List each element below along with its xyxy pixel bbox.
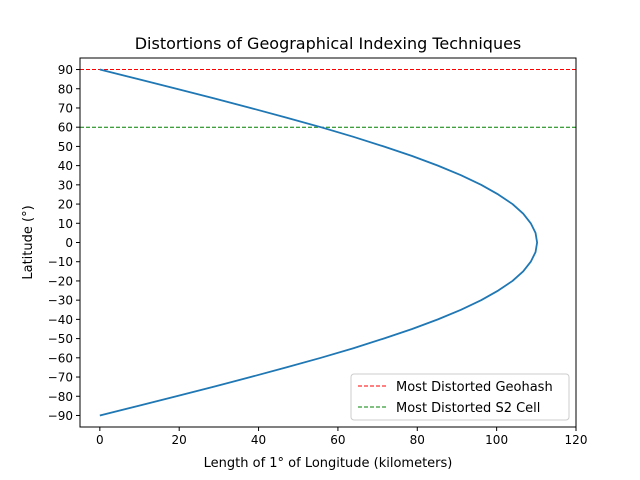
legend: Most Distorted Geohash Most Distorted S2…	[350, 373, 570, 421]
y-tick-label: −40	[48, 313, 73, 327]
y-axis-label: Latitude (°)	[21, 205, 36, 279]
ticks: 0 20 40 60 80 100 120−90−80−70−60−50−40−30−20−…	[48, 63, 588, 447]
y-tick-label: 20	[58, 198, 73, 212]
legend-label-geohash: Most Distorted Geohash	[396, 380, 553, 395]
longitude-length-line	[99, 68, 539, 417]
x-tick-label: 60	[330, 433, 345, 447]
y-tick-label: 80	[58, 82, 73, 96]
y-tick-label: −10	[48, 255, 73, 269]
x-tick-label: 100	[485, 433, 508, 447]
y-tick-label: −90	[48, 409, 73, 423]
y-tick-label: −80	[48, 390, 73, 404]
x-tick-label: 40	[251, 433, 266, 447]
y-tick-label: −60	[48, 351, 73, 365]
chart-title: Distortions of Geographical Indexing Tec…	[135, 34, 522, 53]
y-tick-label: 50	[58, 140, 73, 154]
y-tick-label: −70	[48, 371, 73, 385]
x-tick-label: 20	[172, 433, 187, 447]
x-tick-label: 120	[565, 433, 588, 447]
y-tick-label: −20	[48, 274, 73, 288]
legend-label-s2-cell: Most Distorted S2 Cell	[396, 401, 540, 416]
axes-frame	[79, 57, 577, 428]
legend-box	[350, 373, 570, 421]
y-tick-label: 10	[58, 217, 73, 231]
y-tick-label: 40	[58, 159, 73, 173]
y-tick-label: 70	[58, 101, 73, 115]
series-layer	[80, 68, 576, 417]
x-axis-label: Length of 1° of Longitude (kilometers)	[204, 456, 453, 471]
y-tick-label: 30	[58, 178, 73, 192]
y-tick-label: −50	[48, 332, 73, 346]
x-tick-label: 0	[96, 433, 104, 447]
y-tick-label: 0	[65, 236, 73, 250]
x-tick-label: 80	[410, 433, 425, 447]
y-tick-label: −30	[48, 294, 73, 308]
y-tick-label: 60	[58, 121, 73, 135]
y-tick-label: 90	[58, 63, 73, 77]
